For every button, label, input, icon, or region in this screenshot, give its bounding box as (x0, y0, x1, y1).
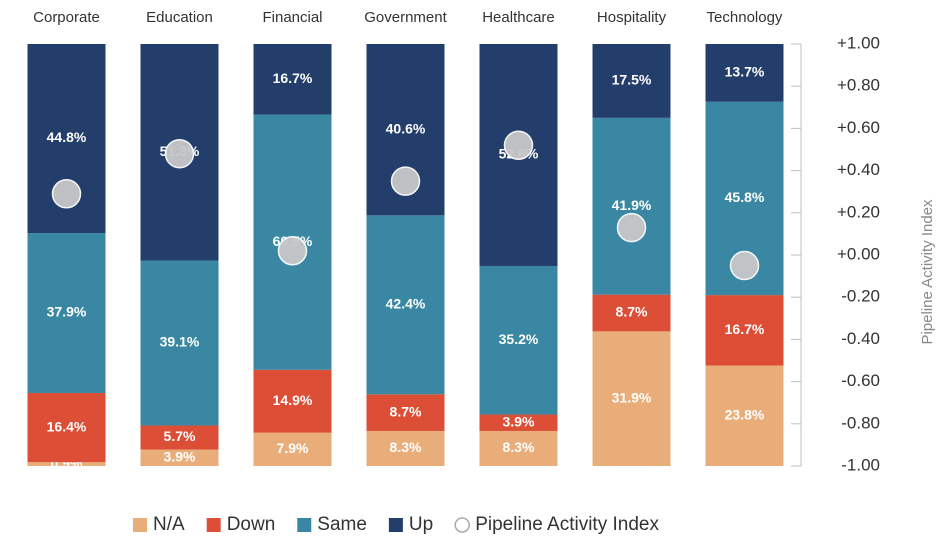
data-label: 5.7% (164, 428, 196, 444)
bar-segment (366, 430, 445, 466)
data-label: 8.7% (390, 403, 422, 419)
bar-segment (705, 365, 784, 466)
data-label: 14.9% (273, 392, 313, 408)
data-label: 8.3% (503, 439, 535, 455)
legend-label: Down (227, 514, 276, 535)
index-marker (503, 130, 534, 161)
y2-tick-label: -0.40 (841, 329, 880, 348)
legend-label: Same (317, 514, 367, 535)
bar-segment (479, 430, 558, 466)
bar-segment (592, 331, 671, 466)
bar-segment (592, 117, 671, 295)
y2-tick-label: -0.80 (841, 413, 880, 432)
data-label: 3.9% (503, 413, 535, 429)
bar-segment (705, 44, 784, 102)
index-marker (277, 236, 308, 266)
y2-tick-label: +0.00 (837, 244, 880, 263)
y2-tick-label: +0.60 (837, 118, 880, 137)
data-label: 17.5% (612, 72, 652, 88)
data-label: 44.8% (47, 129, 87, 145)
data-label: 41.9% (612, 197, 652, 213)
bar-segment (592, 44, 671, 118)
data-label: 37.9% (47, 304, 87, 320)
bar-segment (140, 425, 219, 450)
data-label: 31.9% (612, 389, 652, 405)
category-label: Corporate (33, 9, 100, 26)
bar-segment (140, 260, 219, 426)
legend-marker (454, 517, 470, 533)
category-label: Financial (262, 9, 322, 26)
data-label: 8.3% (390, 439, 422, 455)
index-marker (616, 212, 647, 243)
category-label: Technology (707, 9, 783, 26)
bar-segment (366, 394, 445, 431)
bar-segment (253, 369, 332, 433)
index-marker (390, 166, 421, 196)
y2-axis-title: Pipeline Activity Index (919, 199, 936, 345)
bar-segment (253, 44, 332, 115)
bar-segment (479, 414, 558, 431)
index-marker (51, 179, 82, 209)
y2-tick-label: +0.80 (837, 76, 880, 95)
data-label: 35.2% (499, 331, 539, 347)
legend-label: Pipeline Activity Index (475, 514, 659, 535)
data-label: 7.9% (277, 440, 309, 456)
data-label: 16.7% (725, 321, 765, 337)
data-label: 16.4% (47, 418, 87, 434)
data-label: 23.8% (725, 406, 765, 422)
category-label: Healthcare (482, 9, 555, 26)
bar-segment (253, 432, 332, 466)
y2-tick-label: +0.40 (837, 160, 880, 179)
y2-tick-label: +0.20 (837, 202, 880, 221)
data-label: 16.7% (273, 70, 313, 86)
data-label: 39.1% (160, 334, 200, 350)
bar-segment (27, 462, 106, 466)
y2-tick-label: -0.60 (841, 371, 880, 390)
legend-swatch (388, 518, 403, 532)
bar-segment (27, 392, 106, 463)
legend-label: Up (409, 514, 433, 535)
legend-swatch (133, 518, 147, 532)
data-label: 13.7% (725, 64, 765, 80)
bar-segment (366, 215, 445, 395)
legend-label: N/A (153, 514, 185, 535)
bar-segment (592, 294, 671, 332)
bar-segment (140, 449, 219, 466)
legend-swatch (297, 518, 312, 532)
data-label: 3.9% (164, 448, 196, 464)
bar-segment (27, 233, 106, 393)
y2-tick-label: -0.20 (841, 287, 880, 306)
y2-tick-label: +1.00 (837, 33, 880, 52)
data-label: 8.7% (616, 304, 648, 320)
category-label: Government (364, 9, 447, 26)
index-marker (729, 250, 760, 281)
data-label: 42.4% (386, 295, 426, 311)
category-label: Education (146, 9, 213, 26)
bar-segment (479, 265, 558, 415)
data-label: 40.6% (386, 120, 426, 136)
bar-segment (705, 295, 784, 366)
legend-swatch (206, 518, 221, 532)
index-marker (164, 138, 195, 169)
category-label: Hospitality (597, 9, 667, 26)
data-label: 45.8% (725, 189, 765, 205)
y2-tick-label: -1.00 (841, 455, 880, 474)
